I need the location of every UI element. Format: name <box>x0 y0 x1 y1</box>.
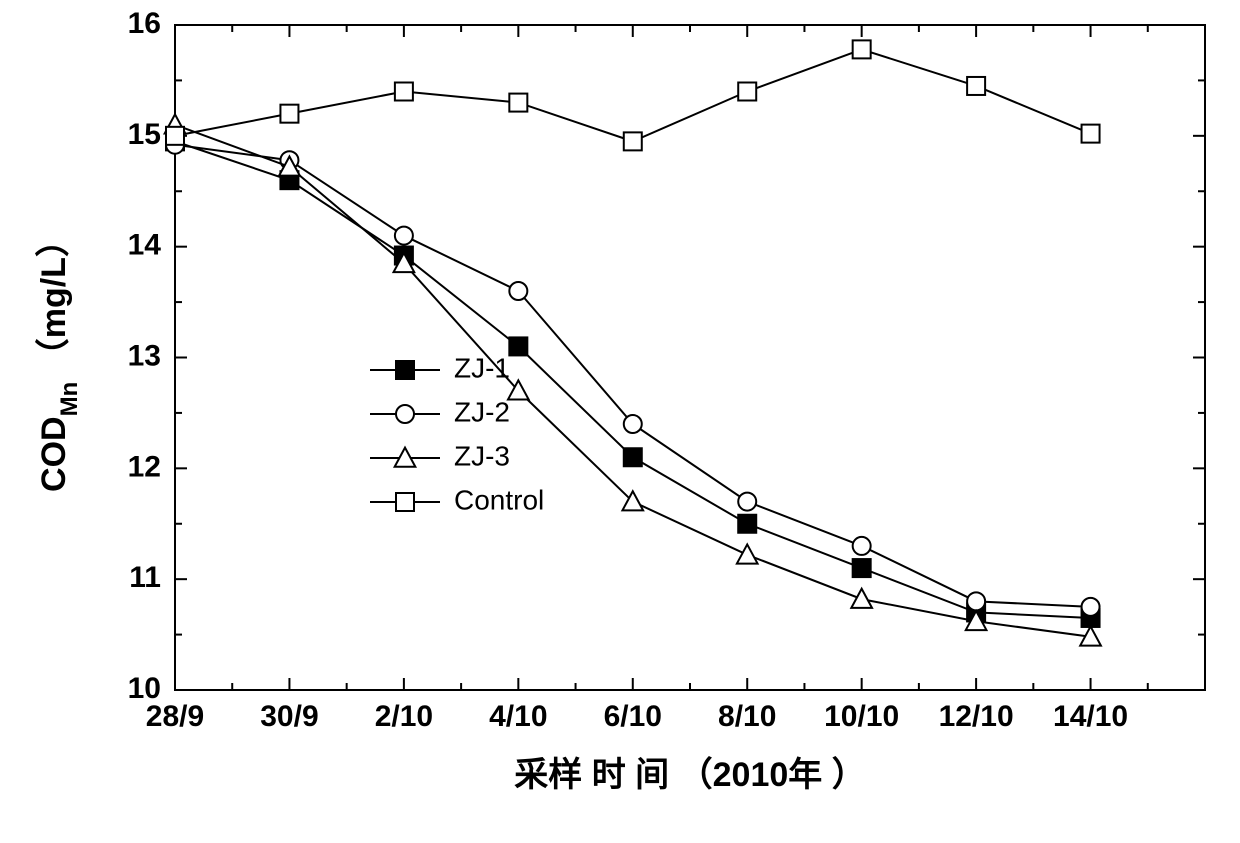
series-ZJ-2 <box>166 136 1100 616</box>
x-axis-title: 采样 时 间 （2010年 ） <box>514 755 865 794</box>
x-tick-label: 28/9 <box>146 700 204 733</box>
legend-item: ZJ-1 <box>370 352 510 383</box>
x-tick-label: 8/10 <box>718 700 776 733</box>
series-Control <box>166 40 1100 150</box>
y-tick-label: 14 <box>128 229 162 262</box>
x-tick-label: 14/10 <box>1053 700 1128 733</box>
legend-label: ZJ-2 <box>454 396 510 427</box>
y-tick-label: 13 <box>128 339 161 372</box>
y-tick-label: 15 <box>128 118 161 151</box>
legend: ZJ-1 ZJ-2 ZJ-3 Control <box>370 352 544 515</box>
legend-label: ZJ-3 <box>454 440 510 471</box>
legend-label: Control <box>454 484 544 515</box>
legend-item: ZJ-2 <box>370 396 510 427</box>
x-tick-label: 30/9 <box>260 700 318 733</box>
legend-item: Control <box>370 484 544 515</box>
svg-text:CODMn （mg/L）: CODMn （mg/L） <box>34 223 83 492</box>
y-tick-label: 11 <box>129 561 161 594</box>
y-axis-title: CODMn （mg/L） <box>34 223 83 492</box>
y-tick-label: 12 <box>128 450 161 483</box>
x-tick-label: 2/10 <box>375 700 433 733</box>
x-tick-label: 12/10 <box>939 700 1014 733</box>
line-chart: 1011121314151628/930/92/104/106/108/1010… <box>0 0 1240 843</box>
legend-label: ZJ-1 <box>454 352 510 383</box>
legend-item: ZJ-3 <box>370 440 510 471</box>
y-tick-label: 16 <box>128 7 161 40</box>
chart-container: 1011121314151628/930/92/104/106/108/1010… <box>0 0 1240 843</box>
series-ZJ-3 <box>165 114 1101 645</box>
x-tick-label: 6/10 <box>604 700 662 733</box>
x-tick-label: 4/10 <box>489 700 547 733</box>
x-tick-label: 10/10 <box>824 700 899 733</box>
series-ZJ-1 <box>166 132 1100 627</box>
